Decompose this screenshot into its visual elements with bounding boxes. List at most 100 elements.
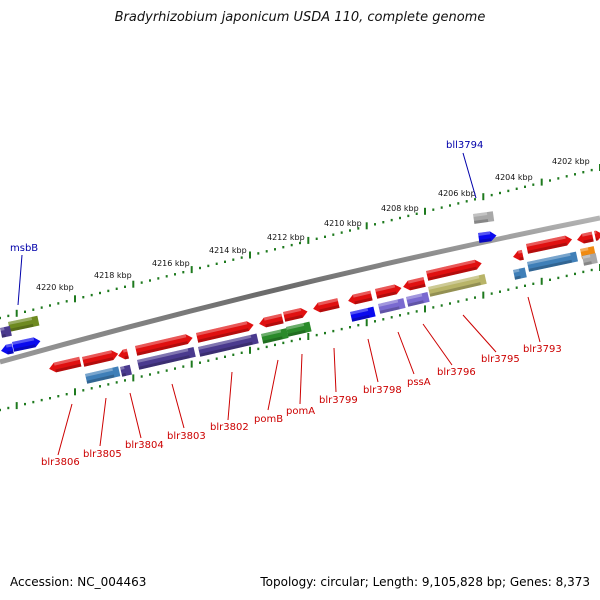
major-tick bbox=[15, 309, 18, 317]
minor-tick bbox=[282, 341, 285, 345]
minor-tick bbox=[449, 302, 451, 305]
minor-tick bbox=[99, 385, 101, 388]
minor-tick bbox=[474, 198, 476, 201]
minor-tick bbox=[524, 185, 526, 188]
gene-feature-shadow bbox=[7, 350, 14, 355]
gene-feature-highlight bbox=[261, 329, 282, 337]
gene-feature-highlight bbox=[594, 230, 597, 234]
kbp-label: 4206 kbp bbox=[438, 189, 476, 198]
gene-feature bbox=[0, 325, 12, 338]
minor-tick bbox=[374, 320, 376, 323]
minor-tick bbox=[57, 395, 60, 398]
minor-tick bbox=[457, 202, 460, 205]
minor-tick bbox=[532, 282, 535, 285]
minor-tick bbox=[165, 369, 168, 372]
leader-line bbox=[227, 371, 233, 421]
gene-feature-highlight bbox=[8, 317, 33, 325]
leader-line bbox=[129, 392, 142, 439]
gene-feature-highlight bbox=[120, 366, 125, 370]
minor-tick bbox=[407, 214, 410, 218]
gene-label: blr3796 bbox=[437, 367, 476, 378]
minor-tick bbox=[215, 357, 218, 360]
kbp-label: 4214 kbp bbox=[209, 246, 247, 255]
gene-feature-shadow bbox=[376, 291, 397, 299]
gene-feature-shadow bbox=[595, 237, 599, 241]
minor-tick bbox=[257, 252, 260, 255]
major-tick bbox=[249, 346, 251, 354]
gene-feature-shadow bbox=[409, 283, 426, 291]
gene-feature-shadow bbox=[287, 329, 306, 337]
gene-feature-highlight bbox=[517, 249, 523, 254]
minor-tick bbox=[390, 316, 393, 319]
gene-feature-shadow bbox=[583, 261, 592, 266]
gene-feature bbox=[135, 334, 193, 356]
major-tick bbox=[424, 207, 426, 215]
minor-tick bbox=[557, 177, 560, 180]
gene-label: blr3805 bbox=[83, 449, 122, 460]
gene-label: msbB bbox=[10, 243, 38, 254]
gene-feature-shadow bbox=[199, 341, 253, 357]
gene-feature bbox=[350, 306, 376, 322]
minor-tick bbox=[515, 286, 518, 289]
minor-tick bbox=[274, 248, 276, 251]
minor-tick bbox=[290, 243, 293, 247]
minor-tick bbox=[65, 300, 68, 303]
gene-feature bbox=[196, 321, 254, 343]
gene-feature-shadow bbox=[528, 259, 573, 272]
gene-feature-highlight bbox=[5, 343, 13, 348]
kbp-ticks-bottom bbox=[0, 264, 600, 412]
gene-feature bbox=[375, 284, 402, 299]
gene-feature bbox=[348, 290, 373, 305]
minor-tick bbox=[224, 260, 226, 263]
gene-feature-highlight bbox=[137, 348, 189, 363]
minor-tick bbox=[257, 347, 260, 351]
leader-line bbox=[462, 152, 477, 199]
minor-tick bbox=[157, 277, 160, 280]
gene-feature-highlight bbox=[407, 277, 425, 284]
major-tick bbox=[307, 236, 310, 244]
minor-tick bbox=[440, 206, 443, 209]
gene-feature-highlight bbox=[85, 367, 113, 377]
gene-feature-highlight bbox=[352, 290, 372, 298]
gene-feature-highlight bbox=[122, 348, 128, 353]
leader-line bbox=[57, 403, 73, 456]
gene-feature-highlight bbox=[375, 284, 396, 292]
minor-tick bbox=[24, 310, 26, 313]
leader-line bbox=[17, 254, 23, 306]
gene-feature bbox=[120, 364, 132, 377]
gene-feature-shadow bbox=[86, 374, 115, 384]
minor-tick bbox=[40, 398, 43, 402]
kbp-label: 4204 kbp bbox=[495, 173, 533, 182]
gene-label: blr3798 bbox=[363, 385, 402, 396]
minor-tick bbox=[174, 367, 176, 370]
minor-tick bbox=[582, 171, 585, 174]
minor-tick bbox=[374, 223, 376, 226]
gene-feature bbox=[137, 346, 196, 370]
gene-feature-highlight bbox=[196, 321, 248, 336]
gene-feature-shadow bbox=[583, 238, 594, 244]
gene-feature bbox=[286, 321, 312, 337]
minor-tick bbox=[399, 216, 401, 220]
leader-line bbox=[171, 383, 185, 429]
minor-tick bbox=[349, 229, 351, 232]
gene-feature-highlight bbox=[263, 313, 283, 321]
gene-feature bbox=[513, 249, 524, 261]
minor-tick bbox=[532, 183, 535, 186]
gene-feature bbox=[8, 315, 40, 332]
gene-feature-highlight bbox=[426, 259, 476, 274]
gene-feature bbox=[49, 356, 82, 373]
gene-feature-highlight bbox=[582, 254, 591, 259]
gene-feature bbox=[582, 253, 598, 266]
kbp-label: 4202 kbp bbox=[552, 157, 590, 166]
gene-feature-shadow bbox=[265, 320, 284, 328]
major-tick bbox=[15, 402, 18, 410]
leader-line bbox=[333, 347, 337, 393]
minor-tick bbox=[465, 298, 468, 301]
minor-tick bbox=[165, 275, 168, 278]
minor-tick bbox=[157, 371, 160, 374]
minor-tick bbox=[82, 389, 85, 392]
major-tick bbox=[424, 305, 426, 313]
minor-tick bbox=[182, 365, 185, 368]
gene-feature-shadow bbox=[13, 344, 36, 352]
